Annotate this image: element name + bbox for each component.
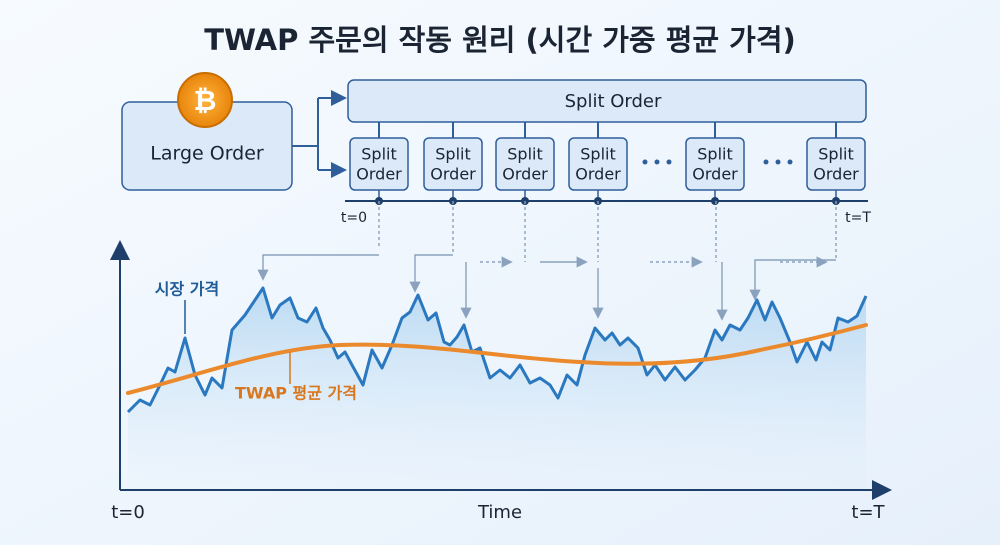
split-order-label: Split xyxy=(580,145,615,164)
split-order-label: Order xyxy=(692,165,738,184)
timeline-end: t=T xyxy=(845,210,871,226)
bitcoin-symbol: ₿ xyxy=(194,84,217,117)
connector xyxy=(292,97,343,170)
title: TWAP 주문의 작동 원리 (시간 가중 평균 가격) xyxy=(204,23,796,57)
ellipsis-dot xyxy=(666,159,672,165)
twap-label: TWAP 평균 가격 xyxy=(235,384,357,403)
split-order-label: Split xyxy=(697,145,732,164)
x-start: t=0 xyxy=(111,502,145,523)
split-order-label: Split xyxy=(435,145,470,164)
price-label: 시장 가격 xyxy=(155,280,219,299)
split-bar xyxy=(347,79,867,123)
large-order-label: Large Order xyxy=(150,143,264,165)
split-order-label: Order xyxy=(430,165,476,184)
guide-arrow xyxy=(257,254,379,281)
split-bar-label: Split Order xyxy=(565,91,662,112)
bitcoin-icon xyxy=(177,72,233,128)
split-order-label: Split xyxy=(361,145,396,164)
price-line xyxy=(126,286,868,414)
guide-arrow xyxy=(409,254,453,293)
ellipsis-dot xyxy=(775,159,781,165)
ellipsis-dot xyxy=(654,159,660,165)
split-order-label: Split xyxy=(818,145,853,164)
split-order-label: Order xyxy=(356,165,402,184)
twap-line xyxy=(126,323,868,395)
ellipsis-dot xyxy=(787,159,793,165)
ellipsis-dot xyxy=(642,159,648,165)
ellipsis-dot xyxy=(763,159,769,165)
split-order-label: Order xyxy=(813,165,859,184)
split-order-label: Order xyxy=(575,165,621,184)
guide-arrow xyxy=(749,259,836,301)
x-end: t=T xyxy=(851,502,885,523)
x-label: Time xyxy=(477,502,522,523)
timeline-start: t=0 xyxy=(341,210,367,226)
split-order-label: Order xyxy=(502,165,548,184)
price-area xyxy=(128,288,866,490)
split-order-label: Split xyxy=(507,145,542,164)
